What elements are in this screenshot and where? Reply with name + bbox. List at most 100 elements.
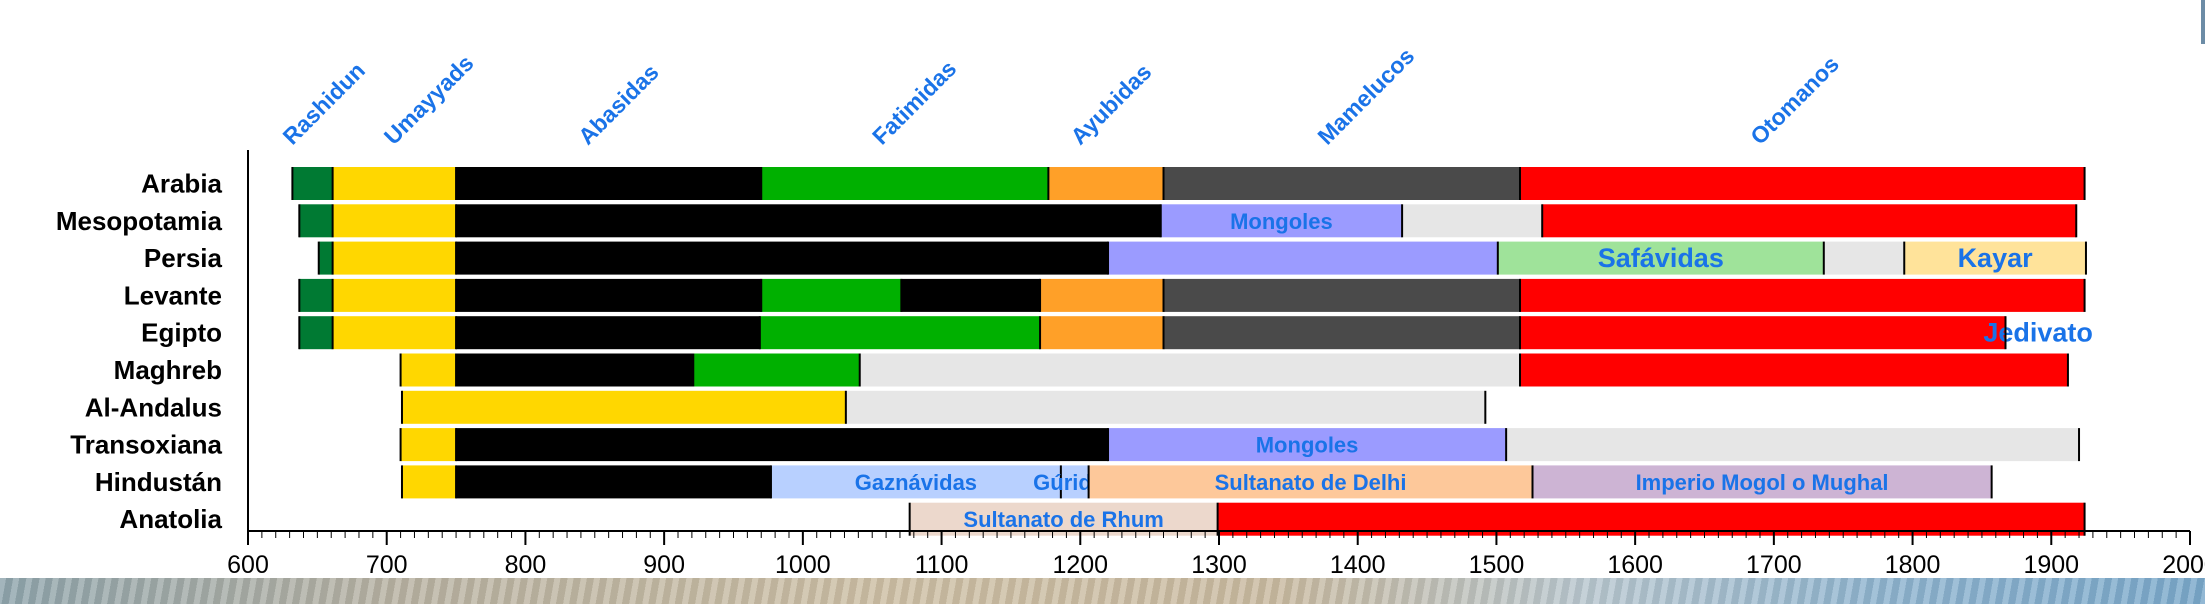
bar-segment <box>332 167 457 200</box>
bar-segment <box>332 241 457 275</box>
bar-segment <box>456 167 762 200</box>
bar-segment <box>456 241 1109 275</box>
bar-segment <box>1823 241 1905 275</box>
x-tick-label: 1400 <box>1330 551 1386 579</box>
dynasty-label: Mamelucos <box>1312 43 1419 150</box>
bar-segment <box>859 353 1521 387</box>
x-tick-label: 900 <box>643 551 685 579</box>
bar-segment <box>400 353 457 387</box>
bar-segment <box>1163 278 1521 312</box>
x-axis: 600 700 800 900 1000 1100 1200 1300 1400 1500 1600… <box>227 150 2205 579</box>
bars: Mongoles Safávidas Kayar Jedivato Mongoles Ga… <box>291 167 2093 536</box>
bar-segment <box>1040 278 1164 312</box>
bar-segment <box>761 278 902 312</box>
region-label: Egipto <box>141 318 222 348</box>
region-label: Transoxiana <box>70 430 222 460</box>
x-tick-label: 1000 <box>775 551 831 579</box>
segment-label: Gaznávidas <box>855 470 977 495</box>
bar-segment <box>456 465 771 499</box>
dynasty-label: Ayubidas <box>1065 59 1156 150</box>
bar-segment <box>1040 316 1164 350</box>
bar-segment <box>759 316 1041 350</box>
bar-segment <box>299 316 333 350</box>
region-label: Levante <box>124 280 222 310</box>
x-tick-label: 800 <box>505 551 547 579</box>
x-tick-label: 1600 <box>1607 551 1663 579</box>
x-tick-label: 1200 <box>1052 551 1108 579</box>
bar-segment <box>1060 465 1089 499</box>
bar-segment <box>1497 241 1824 275</box>
bar-segment <box>401 390 846 424</box>
bar-segment <box>1163 316 1521 350</box>
bar-segment <box>1108 241 1498 275</box>
x-tick-label: 1900 <box>2023 551 2079 579</box>
bar-segment <box>761 167 1049 200</box>
segment-label: Sultanato de Rhum <box>963 507 1163 532</box>
bar-segment <box>332 204 457 238</box>
bar-segment <box>1532 465 1992 499</box>
bar-segment <box>1506 428 2080 462</box>
bar-segment <box>1402 204 1543 238</box>
bar-segment <box>292 167 333 200</box>
x-tick-label: 2000 <box>2162 551 2205 579</box>
bar-segment <box>318 241 333 275</box>
bar-segment <box>1520 167 2085 200</box>
segment-label: Safávidas <box>1598 243 1724 273</box>
bar-segment <box>1520 316 2006 350</box>
bar-segment <box>401 465 457 499</box>
region-labels: Arabia Mesopotamia Persia Levante Egipto Magh… <box>56 169 223 535</box>
region-label: Mesopotamia <box>56 206 223 236</box>
bar-segment <box>1160 204 1403 238</box>
bar-segment <box>1088 465 1533 499</box>
bar-segment <box>1048 167 1164 200</box>
x-tick-label: 1800 <box>1885 551 1941 579</box>
x-tick-label: 1300 <box>1191 551 1247 579</box>
bar-segment <box>456 204 1161 238</box>
region-label: Al-Andalus <box>85 392 222 422</box>
bar-segment <box>456 428 1109 462</box>
map-background-strip <box>0 578 2205 604</box>
bar-segment <box>1163 167 1521 200</box>
x-tick-label: 700 <box>366 551 408 579</box>
bar-segment <box>299 278 333 312</box>
segment-label: Mongoles <box>1256 433 1359 458</box>
dynasty-label: Abasidas <box>573 59 664 150</box>
x-tick-label: 1100 <box>915 551 969 579</box>
bar-segment <box>1520 278 2085 312</box>
dynasty-labels: Rashidun Umayyads Abasidas Fatimidas Ayubida… <box>278 43 1844 150</box>
bar-segment <box>901 278 1041 312</box>
dynasty-label: Rashidun <box>278 57 370 149</box>
region-label: Arabia <box>141 169 222 199</box>
x-tick-label: 1700 <box>1746 551 1802 579</box>
segment-label: Jedivato <box>1983 318 2093 348</box>
bar-segment <box>456 316 760 350</box>
region-label: Hindustán <box>95 467 222 497</box>
bar-segment <box>332 316 457 350</box>
edge-mark <box>2201 0 2205 44</box>
bar-segment <box>456 278 762 312</box>
region-label: Maghreb <box>114 355 222 385</box>
bar-segment <box>299 204 333 238</box>
segment-label: Mongoles <box>1230 209 1333 234</box>
bar-segment <box>1904 241 2086 275</box>
bar-segment <box>1542 204 2077 238</box>
bar-segment <box>456 353 694 387</box>
dynasty-label: Fatimidas <box>867 55 961 149</box>
x-tick-label: 600 <box>227 551 269 579</box>
segment-label: Sultanato de Delhi <box>1215 470 1407 495</box>
bar-segment <box>693 353 860 387</box>
bar-segment <box>332 278 457 312</box>
dynasty-label: Umayyads <box>379 50 479 150</box>
segment-label: Kayar <box>1958 243 2034 273</box>
region-label: Anatolia <box>119 504 222 534</box>
bar-segment <box>845 390 1486 424</box>
bar-segment <box>1520 353 2068 387</box>
x-tick-label: 1500 <box>1469 551 1525 579</box>
segment-label: Imperio Mogol o Mughal <box>1636 470 1889 495</box>
region-label: Persia <box>144 243 223 273</box>
dynasty-label: Otomanos <box>1745 51 1844 150</box>
bar-segment <box>1108 428 1507 462</box>
bar-segment <box>770 465 1061 499</box>
bar-segment <box>400 428 457 462</box>
